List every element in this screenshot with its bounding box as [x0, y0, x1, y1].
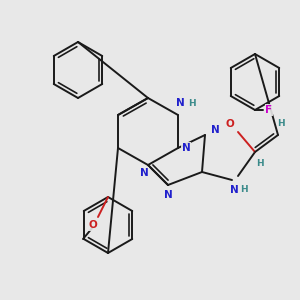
Text: N: N — [230, 185, 238, 195]
Text: N: N — [176, 98, 184, 108]
Text: N: N — [211, 125, 219, 135]
Text: O: O — [88, 220, 98, 230]
Text: O: O — [226, 119, 234, 129]
Text: N: N — [164, 190, 172, 200]
Text: F: F — [266, 105, 273, 115]
Text: H: H — [277, 118, 285, 127]
Text: H: H — [240, 185, 248, 194]
Text: H: H — [256, 160, 264, 169]
Text: N: N — [182, 143, 190, 153]
Text: H: H — [188, 98, 196, 107]
Text: N: N — [140, 168, 148, 178]
